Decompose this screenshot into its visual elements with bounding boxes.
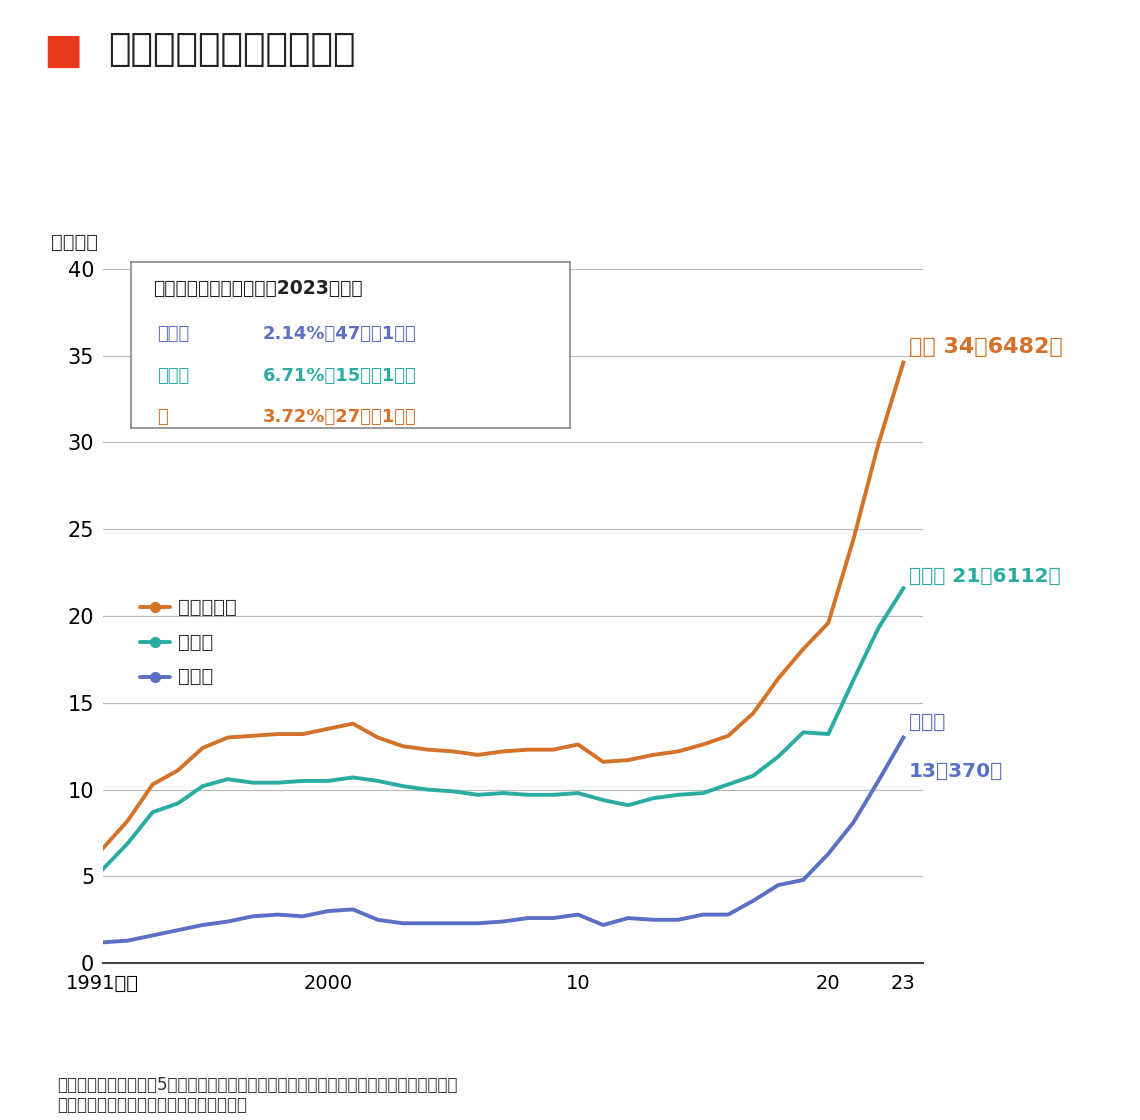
Text: （万人）: （万人） <box>51 233 98 252</box>
Text: 6.71%（15人に1人）: 6.71%（15人に1人） <box>262 366 416 384</box>
Text: 計: 計 <box>157 408 169 426</box>
Text: 小学校: 小学校 <box>909 713 945 732</box>
Text: 小学校: 小学校 <box>157 325 189 343</box>
Text: 13万370人: 13万370人 <box>909 762 1003 781</box>
Text: 不登校児童生徒数の推移: 不登校児童生徒数の推移 <box>108 32 356 68</box>
Text: 不登校児童生徒の割合（2023年度）: 不登校児童生徒の割合（2023年度） <box>153 279 363 298</box>
Text: 中学校 21万6112人: 中学校 21万6112人 <box>909 567 1060 586</box>
Text: （出所）文科省「令和5年度　児童生徒の問題行動・不登校等生徒指導上の諸課題に関す
る調査結果について」を基に東洋経済作成: （出所）文科省「令和5年度 児童生徒の問題行動・不登校等生徒指導上の諸課題に関す… <box>57 1075 457 1114</box>
Text: 合計 34万6482人: 合計 34万6482人 <box>909 337 1062 357</box>
Text: ■: ■ <box>43 29 83 72</box>
Text: 中学校: 中学校 <box>157 366 189 384</box>
Text: 小学校: 小学校 <box>178 668 213 687</box>
Text: 2.14%（47人に1人）: 2.14%（47人に1人） <box>262 325 416 343</box>
Text: 中学校: 中学校 <box>178 633 213 652</box>
Text: 3.72%（27人に1人）: 3.72%（27人に1人） <box>262 408 416 426</box>
Text: 小・中合計: 小・中合計 <box>178 598 236 617</box>
